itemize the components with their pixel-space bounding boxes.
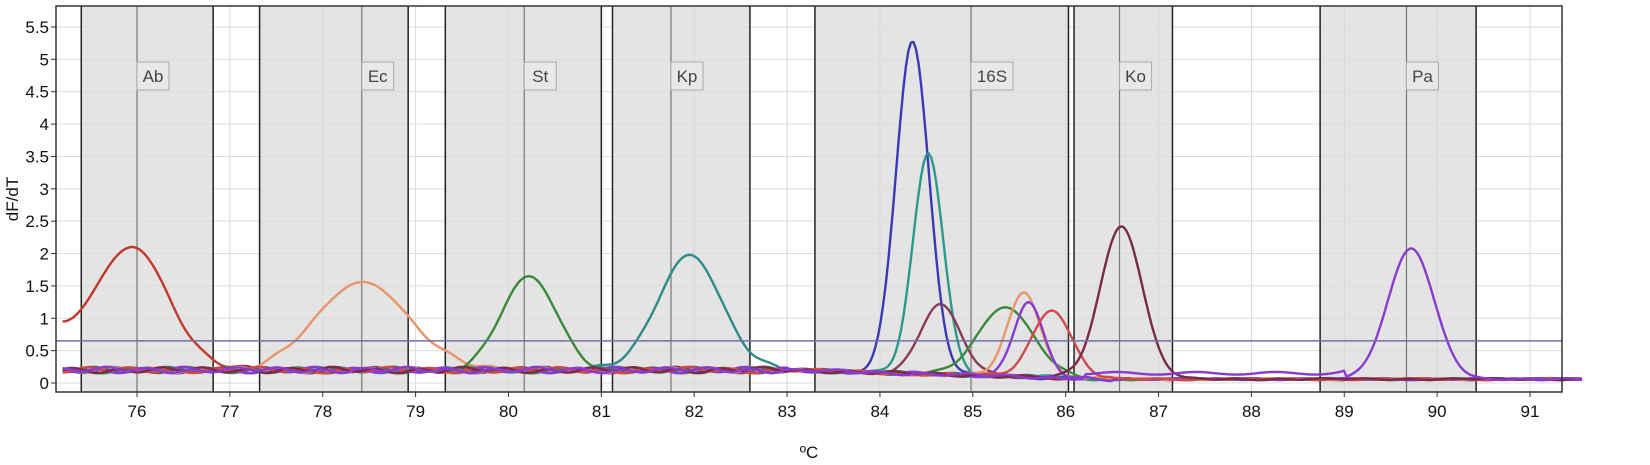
region-label-pa: Pa [1405,61,1439,91]
svg-text:Kp: Kp [677,67,698,86]
x-tick-label: 82 [685,402,704,421]
region-16s [814,6,1069,392]
region-label-kp: Kp [670,61,704,91]
x-tick-label: 78 [313,402,332,421]
y-tick-label: 3.5 [25,147,49,166]
region-label-ab: Ab [136,61,170,91]
x-tick-label: 86 [1056,402,1075,421]
y-tick-label: 5.5 [25,18,49,37]
x-tick-label: 85 [963,402,982,421]
melt-curves [62,40,1583,383]
region-st [445,6,602,392]
region-labels: Ab Ec St Kp 16S Ko Pa [136,61,1439,91]
svg-text:Ko: Ko [1125,67,1146,86]
region-label-st: St [523,61,557,91]
x-tick-label: 76 [128,402,147,421]
x-axis-ticks: 76 77 78 79 80 81 82 83 84 85 86 87 88 89 90 91 [128,392,1540,421]
x-tick-label: 88 [1242,402,1261,421]
target-regions [81,6,1477,392]
y-axis-title: dF/dT [3,177,22,221]
x-tick-label: 83 [778,402,797,421]
y-tick-label: 1 [40,309,49,328]
y-tick-label: 0 [40,374,49,393]
region-label-ko: Ko [1119,61,1153,91]
region-pa [1320,6,1477,392]
svg-text:Ec: Ec [368,67,388,86]
y-axis-ticks: 0 0.5 1 1.5 2 2.5 3 3.5 4 4.5 5 5.5 [25,18,56,393]
y-tick-label: 0.5 [25,342,49,361]
x-tick-label: 89 [1335,402,1354,421]
y-tick-label: 2.5 [25,212,49,231]
x-tick-label: 91 [1521,402,1540,421]
y-tick-label: 4.5 [25,83,49,102]
svg-text:16S: 16S [977,67,1007,86]
y-tick-label: 3 [40,180,49,199]
x-tick-label: 81 [592,402,611,421]
x-tick-label: 90 [1428,402,1447,421]
y-tick-label: 4 [40,115,49,134]
x-tick-label: 84 [870,402,889,421]
y-tick-label: 1.5 [25,277,49,296]
x-tick-label: 77 [220,402,239,421]
x-tick-label: 87 [1149,402,1168,421]
svg-text:St: St [532,67,548,86]
svg-text:Pa: Pa [1412,67,1433,86]
y-tick-label: 2 [40,245,49,264]
region-label-16s: 16S [970,61,1014,91]
svg-text:Ab: Ab [143,67,164,86]
region-label-ec: Ec [361,61,395,91]
y-tick-label: 5 [40,50,49,69]
plot-frame [55,5,1563,393]
curve-pa[interactable] [62,247,1583,382]
x-tick-label: 79 [406,402,425,421]
x-axis-title: ºC [800,443,819,462]
x-tick-label: 80 [499,402,518,421]
